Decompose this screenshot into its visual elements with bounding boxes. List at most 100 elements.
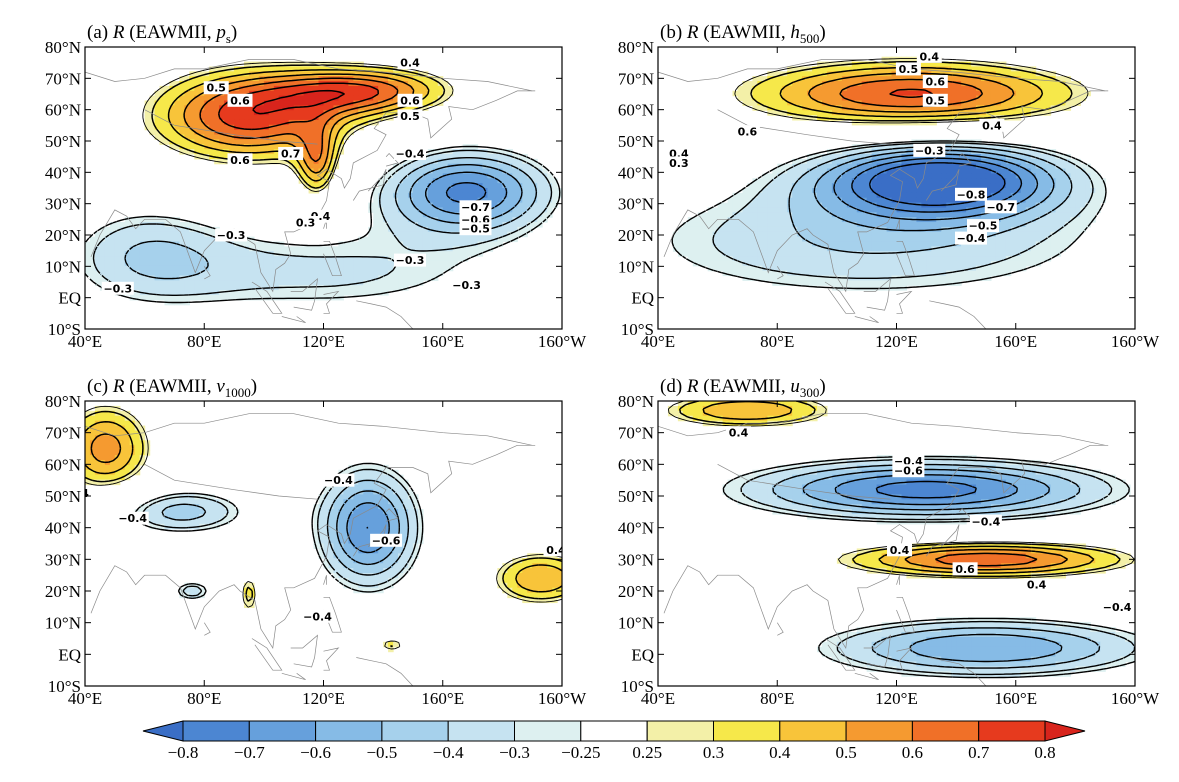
panel-d-field: −0.4−0.6−0.40.40.40.60.4−0.4 bbox=[658, 401, 1135, 686]
x-tick-label: 160°W bbox=[538, 689, 587, 708]
y-tick-label: 70°N bbox=[45, 69, 81, 88]
contour-label: −0.3 bbox=[103, 282, 132, 295]
y-tick-label: 10°S bbox=[621, 677, 654, 696]
contour-label: 0.4 bbox=[982, 119, 1002, 132]
contour-label: 0.5 bbox=[899, 63, 919, 76]
y-tick-label: 10°N bbox=[618, 257, 654, 276]
contour-label-bg bbox=[984, 200, 1017, 214]
contour-label-bg bbox=[322, 473, 355, 487]
colorbar-bin bbox=[978, 720, 1046, 742]
contour-label: 0.6 bbox=[230, 154, 250, 167]
x-tick-label: 160°W bbox=[1111, 689, 1160, 708]
contour-label: −0.3 bbox=[452, 279, 481, 292]
coastlines bbox=[658, 59, 1109, 329]
y-tick-label: 30°N bbox=[45, 550, 81, 569]
y-tick-label: 20°N bbox=[618, 226, 654, 245]
panel-d: −0.4−0.6−0.40.40.40.60.4−0.440°E 80°E 120°… bbox=[618, 376, 1160, 708]
contour-label: −0.6 bbox=[372, 534, 401, 547]
contour-label: −0.4 bbox=[303, 610, 332, 623]
contour-label: −0.7 bbox=[986, 201, 1015, 214]
x-tick-label: 80°E bbox=[760, 689, 794, 708]
x-tick-label: 40°E bbox=[68, 332, 102, 351]
contour-label-bg bbox=[979, 118, 1005, 132]
y-tick-label: 80°N bbox=[618, 38, 654, 57]
contour-label: −0.3 bbox=[217, 229, 246, 242]
y-tick-label: 10°N bbox=[45, 614, 81, 633]
coastlines bbox=[658, 413, 1109, 686]
contour-label: 0.4 bbox=[729, 427, 749, 440]
y-tick-label: 80°N bbox=[45, 392, 81, 411]
colorbar-label: −0.5 bbox=[366, 743, 397, 762]
y-tick-label: 40°N bbox=[45, 519, 81, 538]
contour-label: 0.6 bbox=[926, 76, 946, 89]
contour-label-bg bbox=[85, 486, 92, 500]
x-tick-label: 40°E bbox=[68, 689, 102, 708]
contour-label: 0.4 bbox=[546, 544, 566, 557]
x-tick-label: 80°E bbox=[187, 689, 221, 708]
colorbar-bin bbox=[315, 720, 383, 742]
y-tick-label: 30°N bbox=[45, 195, 81, 214]
contour-label-bg bbox=[397, 93, 423, 107]
colorbar-label: −0.7 bbox=[234, 743, 265, 762]
contour-negative bbox=[868, 162, 1006, 206]
contour-label: −0.4 bbox=[396, 148, 425, 161]
colorbar-label: 0.5 bbox=[835, 743, 856, 762]
y-tick-label: 50°N bbox=[618, 487, 654, 506]
contour-label-bg bbox=[666, 156, 692, 170]
contour-label-bg bbox=[887, 543, 912, 557]
contour-label-bg bbox=[543, 543, 562, 557]
y-tick-label: 10°N bbox=[618, 614, 654, 633]
y-tick-label: 20°N bbox=[618, 582, 654, 601]
contour-label: −0.4 bbox=[957, 232, 986, 245]
contour-label-bg bbox=[459, 200, 492, 214]
contour-label-bg bbox=[227, 153, 253, 167]
x-tick-label: 80°E bbox=[187, 332, 221, 351]
y-tick-label: EQ bbox=[58, 289, 81, 308]
colorbar-bin bbox=[182, 720, 250, 742]
y-tick-label: 70°N bbox=[618, 69, 654, 88]
contour-label-bg bbox=[955, 231, 987, 245]
y-tick-label: 10°S bbox=[48, 677, 81, 696]
contour-label-bg bbox=[394, 147, 426, 160]
contour-label: −0.6 bbox=[894, 465, 923, 478]
contour-positive bbox=[217, 82, 379, 131]
contour-label: 0.5 bbox=[926, 94, 946, 107]
contour-label: 0.4 bbox=[890, 544, 910, 557]
contour-negative bbox=[813, 149, 1055, 232]
panel-b: 0.40.50.60.50.6 0.40.40.3−0.3−0.8−0.7−0.5… bbox=[618, 22, 1160, 351]
contour-label-bg bbox=[1024, 578, 1050, 592]
contour-negative bbox=[712, 142, 1094, 279]
y-tick-label: 80°N bbox=[45, 38, 81, 57]
contour-label-bg bbox=[394, 253, 426, 267]
contour-label-bg bbox=[955, 187, 987, 201]
y-tick-label: 20°N bbox=[45, 582, 81, 601]
contour-negative bbox=[802, 468, 1063, 663]
colorbar-bin bbox=[713, 720, 781, 742]
y-tick-label: 10°N bbox=[45, 257, 81, 276]
y-tick-label: 60°N bbox=[45, 455, 81, 474]
contour-label-bg bbox=[215, 228, 248, 242]
y-tick-label: 60°N bbox=[618, 455, 654, 474]
contour-label-bg bbox=[892, 464, 925, 478]
colorbar-bin bbox=[646, 720, 715, 742]
x-tick-label: 40°E bbox=[641, 332, 675, 351]
panel-a: 0.40.50.6 0.60.50.70.60.40.3−0.4−0.7−0.6−… bbox=[45, 22, 587, 351]
contour-label-bg bbox=[203, 81, 229, 95]
contour-label-bg bbox=[952, 562, 978, 576]
x-tick-label: 120°E bbox=[302, 332, 345, 351]
contour-label-bg bbox=[116, 511, 149, 525]
y-tick-label: 30°N bbox=[618, 195, 654, 214]
contour-negative bbox=[425, 171, 508, 215]
colorbar-label: −0.25 bbox=[561, 743, 600, 762]
contour-positive bbox=[734, 58, 1089, 124]
y-tick-label: 50°N bbox=[45, 132, 81, 151]
contour-label-bg bbox=[278, 147, 304, 160]
panel-title: (a) R (EAWMII, ps) bbox=[87, 22, 237, 46]
contour-label-bg bbox=[397, 109, 423, 123]
panel-c: −0.4 −0.4 −0.6 −0.4 0.4 0.4 40°E 80°E 120°E 160°E… bbox=[45, 376, 587, 708]
y-tick-label: 70°N bbox=[618, 424, 654, 443]
contour-positive bbox=[151, 64, 446, 189]
x-tick-label: 160°E bbox=[994, 689, 1037, 708]
y-tick-label: 40°N bbox=[618, 163, 654, 182]
